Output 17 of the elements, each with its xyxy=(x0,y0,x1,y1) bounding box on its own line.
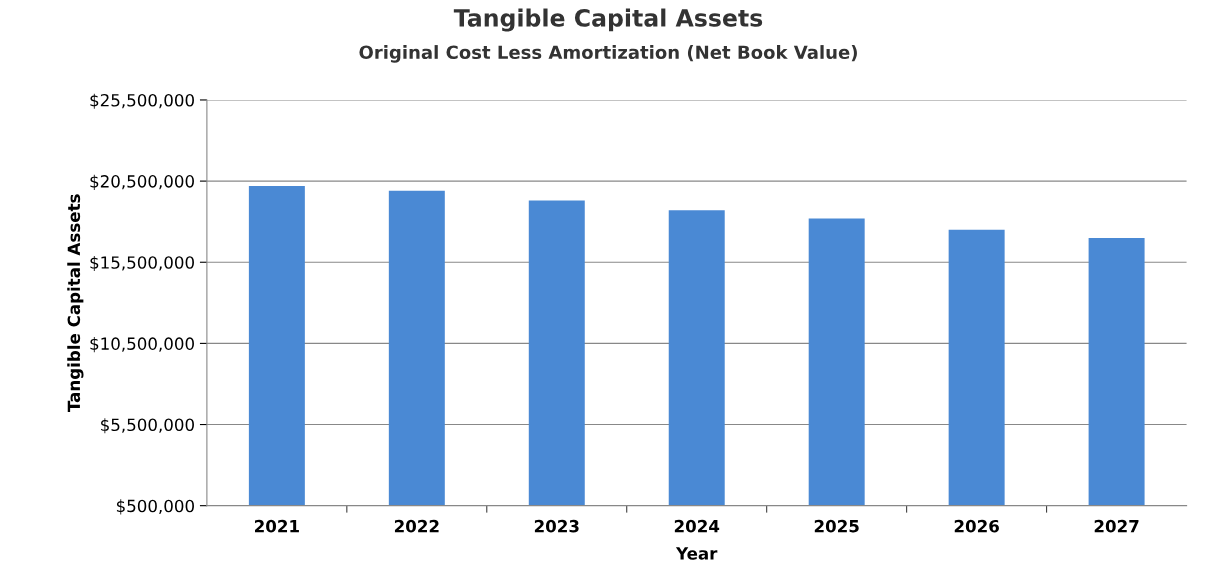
x-tick-label: 2025 xyxy=(814,519,859,533)
x-tick-label: 2023 xyxy=(534,519,579,533)
x-tick-label: 2027 xyxy=(1094,519,1139,533)
y-tick-label: $20,500,000 xyxy=(90,174,194,190)
y-tick-label: $500,000 xyxy=(116,499,194,515)
y-tick-label: $25,500,000 xyxy=(90,93,194,109)
y-tick-label: $10,500,000 xyxy=(90,337,194,353)
x-tick-label: 2022 xyxy=(394,519,439,533)
chart-subtitle: Original Cost Less Amortization (Net Book Value) xyxy=(359,45,857,63)
x-tick-label: 2024 xyxy=(674,519,720,533)
y-axis-title: Tangible Capital Assets xyxy=(67,194,84,412)
y-tick-label: $5,500,000 xyxy=(101,418,194,434)
chart-title: Tangible Capital Assets xyxy=(453,8,763,32)
x-tick-label: 2021 xyxy=(254,519,299,533)
x-axis-title: Year xyxy=(675,547,718,560)
y-tick-label: $15,500,000 xyxy=(90,255,194,272)
x-tick-label: 2026 xyxy=(954,519,999,533)
